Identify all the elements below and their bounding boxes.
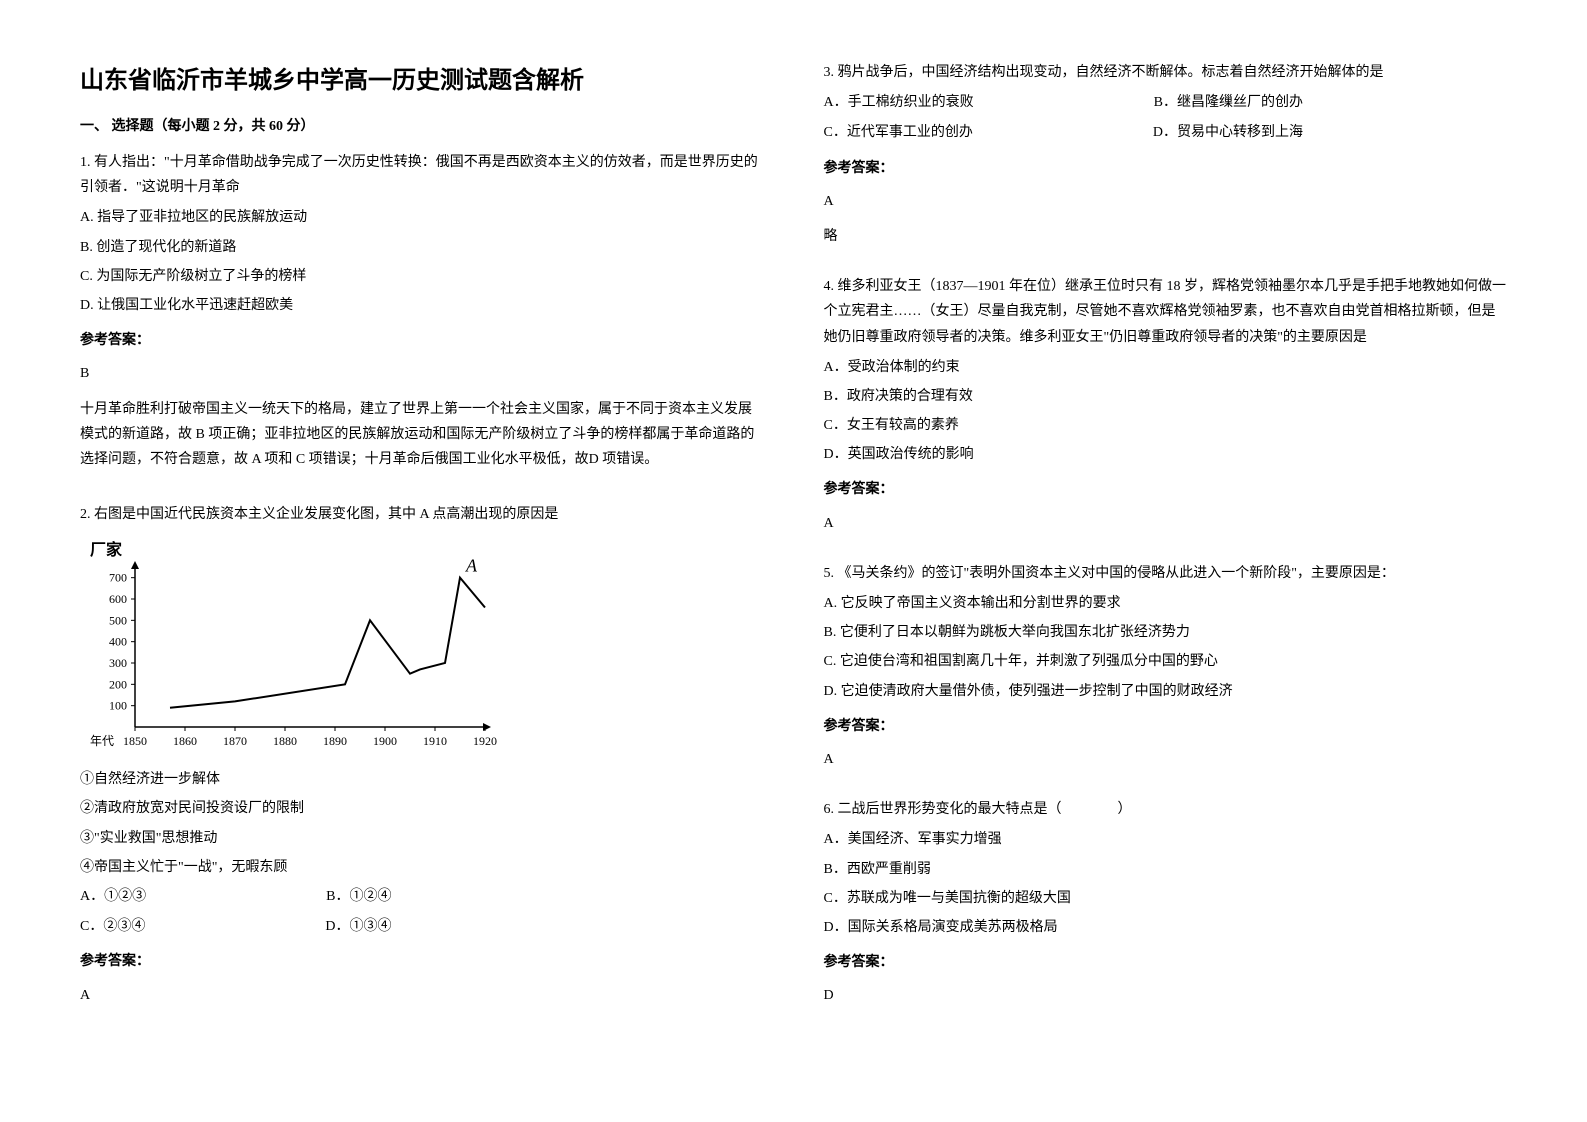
svg-text:700: 700 [109, 571, 127, 585]
q2-optB: B．①②④ [326, 884, 391, 909]
svg-text:1880: 1880 [273, 734, 297, 748]
q1-optD: D. 让俄国工业化水平迅速赶超欧美 [80, 293, 764, 318]
svg-text:1900: 1900 [373, 734, 397, 748]
q1-optA: A. 指导了亚非拉地区的民族解放运动 [80, 205, 764, 230]
q6-optB: B．西欧严重削弱 [824, 857, 1508, 882]
q4-answer-label: 参考答案： [824, 477, 1508, 502]
q5-text: 5. 《马关条约》的签订"表明外国资本主义对中国的侵略从此进入一个新阶段"，主要… [824, 561, 1508, 586]
q3-optA: A．手工棉纺织业的衰败 [824, 90, 974, 115]
q4-optB: B．政府决策的合理有效 [824, 384, 1508, 409]
q6-answer: D [824, 983, 1508, 1008]
q6-text: 6. 二战后世界形势变化的最大特点是（ ） [824, 797, 1508, 822]
q4-text: 4. 维多利亚女王（1837—1901 年在位）继承王位时只有 18 岁，辉格党… [824, 274, 1508, 350]
section-header: 一、 选择题（每小题 2 分，共 60 分） [80, 115, 764, 135]
question-2: 2. 右图是中国近代民族资本主义企业发展变化图，其中 A 点高潮出现的原因是 厂… [80, 502, 764, 1018]
q1-explanation: 十月革命胜利打破帝国主义一统天下的格局，建立了世界上第一一个社会主义国家，属于不… [80, 397, 764, 473]
q2-chart: 厂家 100 200 300 400 500 600 700 1850 1860 1870 1880 1… [80, 537, 764, 757]
svg-text:1870: 1870 [223, 734, 247, 748]
q1-answer-label: 参考答案： [80, 328, 764, 353]
q3-optB: B．继昌隆缫丝厂的创办 [1154, 90, 1303, 115]
q5-optC: C. 它迫使台湾和祖国割离几十年，并刺激了列强瓜分中国的野心 [824, 649, 1508, 674]
q2-text: 2. 右图是中国近代民族资本主义企业发展变化图，其中 A 点高潮出现的原因是 [80, 502, 764, 527]
question-5: 5. 《马关条约》的签订"表明外国资本主义对中国的侵略从此进入一个新阶段"，主要… [824, 561, 1508, 782]
left-column: 山东省临沂市羊城乡中学高一历史测试题含解析 一、 选择题（每小题 2 分，共 6… [80, 60, 764, 1062]
q6-optC: C．苏联成为唯一与美国抗衡的超级大国 [824, 886, 1508, 911]
svg-text:1920: 1920 [473, 734, 497, 748]
question-4: 4. 维多利亚女王（1837—1901 年在位）继承王位时只有 18 岁，辉格党… [824, 274, 1508, 546]
q4-optC: C．女王有较高的素养 [824, 413, 1508, 438]
q2-optC: C．②③④ [80, 914, 145, 939]
q6-optA: A．美国经济、军事实力增强 [824, 827, 1508, 852]
q3-answer-label: 参考答案： [824, 156, 1508, 181]
question-3: 3. 鸦片战争后，中国经济结构出现变动，自然经济不断解体。标志着自然经济开始解体… [824, 60, 1508, 259]
svg-text:年代: 年代 [90, 734, 114, 748]
q5-answer-label: 参考答案： [824, 714, 1508, 739]
svg-text:300: 300 [109, 656, 127, 670]
q3-optC: C．近代军事工业的创办 [824, 120, 973, 145]
q4-optD: D．英国政治传统的影响 [824, 442, 1508, 467]
q2-sub1: ①自然经济进一步解体 [80, 767, 764, 792]
q5-optA: A. 它反映了帝国主义资本输出和分割世界的要求 [824, 591, 1508, 616]
svg-text:100: 100 [109, 699, 127, 713]
svg-text:1850: 1850 [123, 734, 147, 748]
q4-answer: A [824, 511, 1508, 536]
q1-answer: B [80, 361, 764, 386]
page-title: 山东省临沂市羊城乡中学高一历史测试题含解析 [80, 60, 764, 95]
q2-sub3: ③"实业救国"思想推动 [80, 826, 764, 851]
svg-text:600: 600 [109, 592, 127, 606]
q5-answer: A [824, 747, 1508, 772]
question-6: 6. 二战后世界形势变化的最大特点是（ ） A．美国经济、军事实力增强 B．西欧… [824, 797, 1508, 1018]
q2-answer: A [80, 983, 764, 1008]
q1-text: 1. 有人指出："十月革命借助战争完成了一次历史性转换：俄国不再是西欧资本主义的… [80, 150, 764, 200]
q1-optC: C. 为国际无产阶级树立了斗争的榜样 [80, 264, 764, 289]
q2-sub4: ④帝国主义忙于"一战"，无暇东顾 [80, 855, 764, 880]
q1-optB: B. 创造了现代化的新道路 [80, 235, 764, 260]
svg-text:A: A [465, 556, 478, 576]
q3-text: 3. 鸦片战争后，中国经济结构出现变动，自然经济不断解体。标志着自然经济开始解体… [824, 60, 1508, 85]
svg-text:500: 500 [109, 614, 127, 628]
svg-text:400: 400 [109, 635, 127, 649]
line-chart-svg: 厂家 100 200 300 400 500 600 700 1850 1860 1870 1880 1… [80, 537, 500, 757]
q2-optA: A．①②③ [80, 884, 146, 909]
q5-optB: B. 它便利了日本以朝鲜为跳板大举向我国东北扩张经济势力 [824, 620, 1508, 645]
q3-answer: A [824, 189, 1508, 214]
q5-optD: D. 它迫使清政府大量借外债，使列强进一步控制了中国的财政经济 [824, 679, 1508, 704]
right-column: 3. 鸦片战争后，中国经济结构出现变动，自然经济不断解体。标志着自然经济开始解体… [824, 60, 1508, 1062]
svg-text:200: 200 [109, 678, 127, 692]
q4-optA: A．受政治体制的约束 [824, 355, 1508, 380]
q3-optD: D．贸易中心转移到上海 [1153, 120, 1303, 145]
q3-note: 略 [824, 224, 1508, 249]
q2-answer-label: 参考答案： [80, 949, 764, 974]
question-1: 1. 有人指出："十月革命借助战争完成了一次历史性转换：俄国不再是西欧资本主义的… [80, 150, 764, 487]
svg-text:厂家: 厂家 [90, 540, 123, 559]
q6-answer-label: 参考答案： [824, 950, 1508, 975]
svg-text:1910: 1910 [423, 734, 447, 748]
q2-sub2: ②清政府放宽对民间投资设厂的限制 [80, 796, 764, 821]
svg-text:1860: 1860 [173, 734, 197, 748]
svg-text:1890: 1890 [323, 734, 347, 748]
q6-optD: D．国际关系格局演变成美苏两极格局 [824, 915, 1508, 940]
q2-optD: D．①③④ [325, 914, 391, 939]
